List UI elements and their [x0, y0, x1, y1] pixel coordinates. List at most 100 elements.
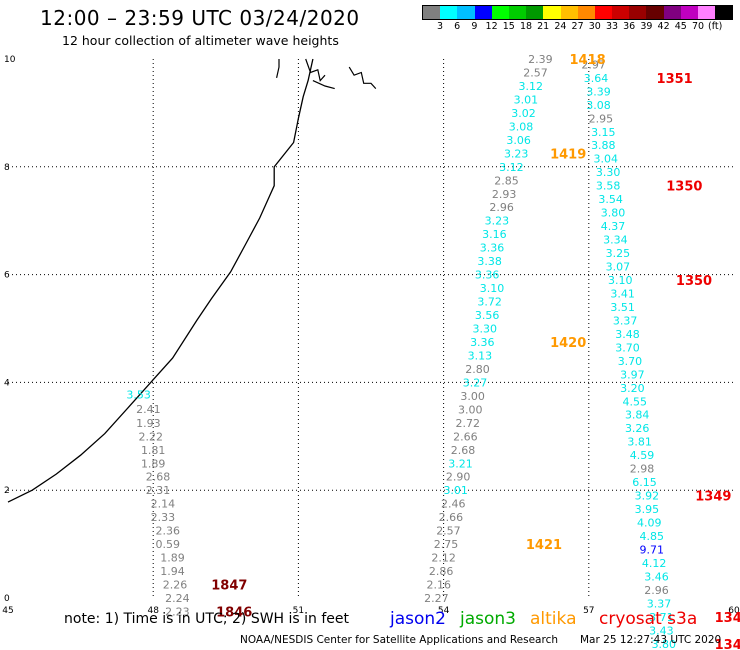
scale-swatch — [440, 6, 458, 19]
x-tick-label: 51 — [293, 606, 304, 616]
swh-value: 3.39 — [586, 85, 611, 98]
legend-jason2: jason2 — [390, 609, 446, 629]
legend-altika: altika — [530, 609, 577, 629]
footer-note: note: 1) Time is in UTC; 2) SWH is in fe… — [64, 611, 350, 627]
map-subtitle: 12 hour collection of altimeter wave hei… — [62, 33, 339, 48]
legend-cryosat-s3a: cryosat s3a — [599, 609, 698, 629]
scale-label: 3 — [436, 21, 444, 32]
scale-swatch — [526, 6, 544, 19]
swh-value: 2.27 — [424, 592, 449, 605]
swh-value: 3.02 — [511, 107, 536, 120]
swh-value: 3.56 — [475, 309, 500, 322]
swh-value: 2.41 — [136, 403, 161, 416]
swh-value: 1.94 — [160, 565, 185, 578]
swh-value: 3.34 — [603, 234, 628, 247]
swh-value: 2.95 — [589, 112, 614, 125]
scale-label: 15 — [502, 21, 515, 32]
swh-value: 3.20 — [620, 382, 645, 395]
swh-value: 3.58 — [596, 180, 621, 193]
scale-swatch — [680, 6, 698, 19]
pass-label: 1348 — [715, 638, 740, 650]
y-tick-label: 6 — [4, 271, 10, 281]
swh-value: 4.55 — [623, 395, 648, 408]
island-outline — [276, 59, 280, 79]
island-outline — [312, 80, 335, 90]
swh-value: 3.04 — [593, 153, 618, 166]
scale-swatch — [560, 6, 578, 19]
scale-label: 12 — [485, 21, 498, 32]
swh-value: 3.16 — [482, 228, 507, 241]
swh-value: 2.24 — [165, 592, 190, 605]
y-tick-label: 10 — [4, 55, 16, 65]
swh-value: 2.36 — [155, 525, 180, 538]
scale-label: 36 — [623, 21, 636, 32]
swh-value: 3.95 — [635, 503, 660, 516]
swh-value: 2.46 — [441, 498, 466, 511]
swh-value: 3.07 — [606, 261, 631, 274]
swh-value: 3.64 — [584, 72, 609, 85]
swh-value: 2.57 — [436, 525, 461, 538]
swh-value: 3.88 — [591, 139, 616, 152]
swh-value: 3.01 — [443, 484, 468, 497]
swh-value: 2.16 — [427, 579, 452, 592]
swh-value: 3.80 — [601, 207, 626, 220]
axis-ticks: 45 48 51 54 57 60 0 2 4 6 8 10 — [2, 55, 740, 616]
swh-value: 2.23 — [165, 605, 190, 618]
swh-value: 3.30 — [472, 323, 497, 336]
swh-value: 2.93 — [492, 188, 517, 201]
scale-swatch — [663, 6, 681, 19]
credit-line: NOAA/NESDIS Center for Satellite Applica… — [240, 634, 558, 646]
swh-value: 3.25 — [606, 247, 631, 260]
scale-swatch — [698, 6, 716, 19]
timestamp: Mar 25 12:27:43 UTC 2020 — [580, 634, 722, 646]
scale-swatch — [646, 6, 664, 19]
swh-value: 2.72 — [456, 417, 481, 430]
pass-label: 1847 — [211, 579, 247, 594]
swh-value: 9.71 — [639, 543, 664, 556]
swh-value: 2.12 — [431, 552, 456, 565]
swh-value: 3.80 — [652, 638, 677, 650]
swh-value: 2.85 — [494, 174, 519, 187]
swh-value: 3.54 — [598, 193, 623, 206]
swh-value: 3.84 — [625, 409, 650, 422]
swh-value: 3.10 — [480, 282, 505, 295]
pass-label: 1350 — [666, 180, 702, 195]
scale-label: 33 — [605, 21, 619, 32]
swh-value: 1.81 — [141, 444, 166, 457]
pass-label: 1418 — [569, 53, 605, 68]
pass-label: 1421 — [526, 538, 562, 553]
swh-value: 3.38 — [477, 255, 502, 268]
scale-label: 39 — [640, 21, 653, 32]
swh-value: 2.14 — [151, 498, 176, 511]
swh-value: 2.66 — [453, 430, 478, 443]
map-title: 12:00 – 23:59 UTC 03/24/2020 — [40, 6, 360, 30]
swh-value: 3.53 — [126, 388, 151, 401]
swh-value: 3.36 — [475, 269, 500, 282]
scale-swatch — [474, 6, 492, 19]
swh-value: 2.57 — [523, 66, 548, 79]
swh-value: 2.97 — [581, 58, 606, 71]
swh-value: 3.26 — [625, 422, 650, 435]
swh-value: 2.39 — [528, 53, 553, 66]
swh-value: 2.31 — [146, 484, 171, 497]
pass-label: 1420 — [550, 336, 586, 351]
swh-value: 3.08 — [509, 120, 534, 133]
swh-value: 3.00 — [460, 390, 485, 403]
swh-value: 3.15 — [591, 126, 616, 139]
scale-label: 6 — [454, 21, 461, 32]
swh-value: 3.43 — [649, 624, 674, 637]
swh-value: 4.59 — [630, 449, 655, 462]
swh-value: 4.85 — [639, 530, 664, 543]
swh-value: 3.46 — [644, 570, 669, 583]
swh-value: 3.70 — [618, 355, 643, 368]
map-grid — [8, 59, 734, 598]
scale-swatch — [629, 6, 647, 19]
swh-value: 3.71 — [649, 611, 674, 624]
swh-value: 1.89 — [160, 552, 185, 565]
swh-value: 1.93 — [136, 417, 161, 430]
pass-number-labels: 1418 1351 1419 1350 1350 1420 1349 1421 1847 1348… — [211, 53, 740, 650]
swh-value: 2.80 — [465, 363, 490, 376]
swh-value: 3.12 — [499, 161, 524, 174]
swh-value: 2.75 — [434, 538, 459, 551]
